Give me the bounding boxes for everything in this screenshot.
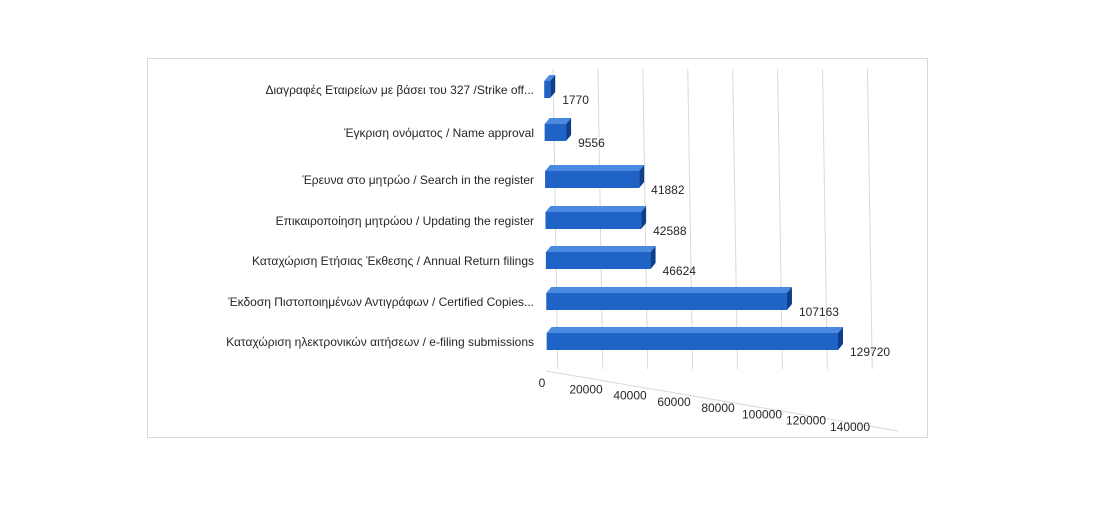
- category-label: Καταχώριση Ετήσιας Έκθεσης / Annual Retu…: [252, 254, 534, 268]
- chart-frame: 1770 Διαγραφές Εταιρείων με βάσει του 327…: [147, 58, 928, 438]
- data-label: 107163: [799, 305, 839, 319]
- data-label: 9556: [578, 136, 605, 150]
- bar: [545, 206, 647, 229]
- data-label: 1770: [562, 93, 589, 107]
- tick-label: 40000: [613, 389, 647, 403]
- tick-label: 20000: [569, 382, 603, 396]
- bar: [544, 118, 572, 141]
- tick-label: 80000: [701, 401, 735, 415]
- category-label: Έρευνα στο μητρώο / Search in the regist…: [301, 173, 534, 187]
- gridline: [687, 68, 694, 370]
- bar: [546, 287, 792, 310]
- gridline: [866, 68, 873, 370]
- tick-label: 60000: [657, 395, 691, 409]
- grid-lines: [545, 68, 899, 432]
- data-label: 42588: [653, 224, 687, 238]
- labels: 1770 Διαγραφές Εταιρείων με βάσει του 327…: [226, 83, 890, 434]
- category-label: Έγκριση ονόματος / Name approval: [343, 126, 534, 140]
- data-label: 129720: [850, 345, 890, 359]
- category-label: Έκδοση Πιστοποιημένων Αντιγράφων / Certi…: [227, 295, 534, 309]
- data-label: 46624: [663, 264, 697, 278]
- bar: [545, 246, 656, 269]
- tick-label: 140000: [830, 420, 870, 434]
- tick-label: 0: [539, 376, 546, 390]
- gridline: [777, 68, 783, 370]
- bars: [544, 75, 844, 350]
- bar: [546, 327, 844, 350]
- category-label: Διαγραφές Εταιρείων με βάσει του 327 /St…: [265, 83, 534, 97]
- bar: [544, 75, 556, 98]
- tick-label: 100000: [742, 407, 782, 421]
- bar: [545, 165, 645, 188]
- data-label: 41882: [651, 183, 685, 197]
- tick-label: 120000: [786, 414, 826, 428]
- gridline: [732, 68, 738, 370]
- gridline: [822, 68, 828, 370]
- category-label: Επικαιροποίηση μητρώου / Updating the re…: [276, 214, 534, 228]
- axis-floor-line: [545, 370, 899, 432]
- category-label: Καταχώριση ηλεκτρονικών αιτήσεων / e-fil…: [226, 335, 534, 349]
- bar-chart: 1770 Διαγραφές Εταιρείων με βάσει του 327…: [226, 68, 899, 434]
